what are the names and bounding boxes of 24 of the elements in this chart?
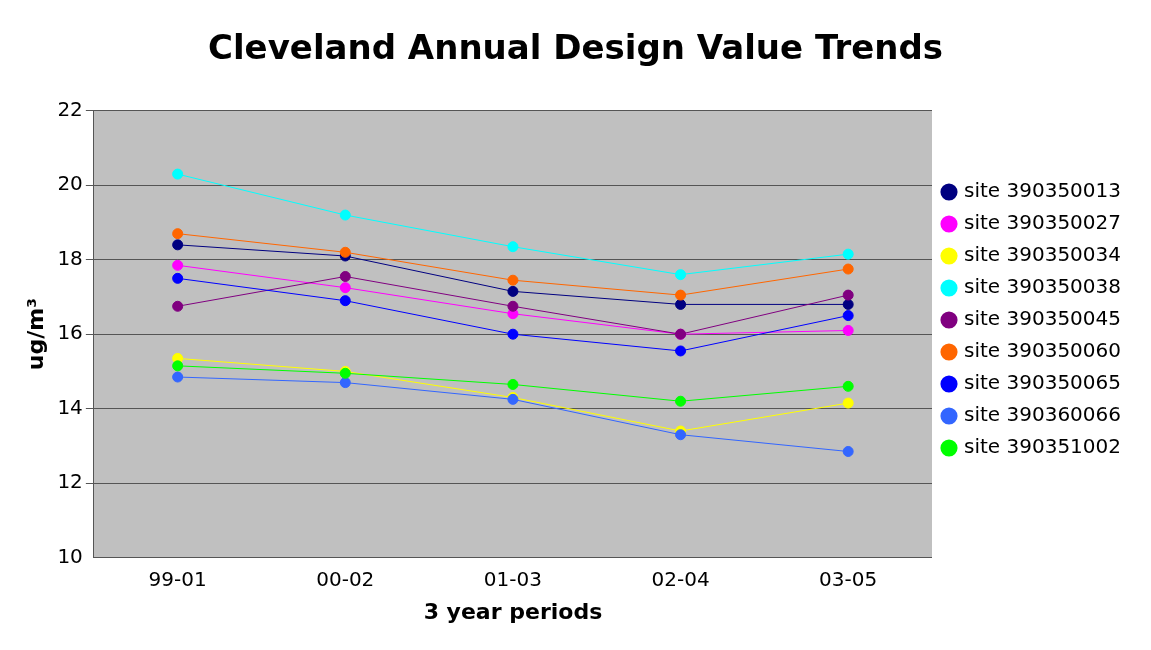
legend-label: site 390350013	[964, 178, 1122, 203]
legend-label: site 390350027	[964, 210, 1122, 235]
x-tick-label: 02-04	[651, 566, 710, 591]
legend-label: site 390350034	[964, 242, 1122, 267]
legend-label: site 390351002	[964, 434, 1122, 459]
x-tick-label: 01-03	[483, 566, 542, 591]
legend-label: site 390360066	[964, 402, 1122, 427]
y-tick-label: 12	[57, 469, 83, 494]
y-tick-label: 16	[57, 320, 83, 345]
legend-label: site 390350038	[964, 274, 1122, 299]
chart-title: Cleveland Annual Design Value Trends	[207, 27, 944, 68]
legend-label: site 390350065	[964, 370, 1122, 395]
legend-label: site 390350060	[964, 338, 1122, 363]
y-tick-label: 10	[57, 543, 83, 568]
y-axis-title: ug/m³	[22, 298, 48, 371]
y-tick-label: 22	[57, 97, 83, 121]
y-tick-label: 18	[57, 245, 83, 270]
x-axis-title: 3 year periods	[423, 598, 603, 624]
legend-label: site 390350045	[964, 306, 1122, 331]
y-tick-label: 14	[57, 394, 83, 419]
x-tick-label: 03-05	[819, 566, 878, 591]
y-tick-label: 20	[57, 171, 83, 196]
x-tick-label: 00-02	[316, 566, 375, 591]
x-tick-label: 99-01	[148, 566, 207, 591]
